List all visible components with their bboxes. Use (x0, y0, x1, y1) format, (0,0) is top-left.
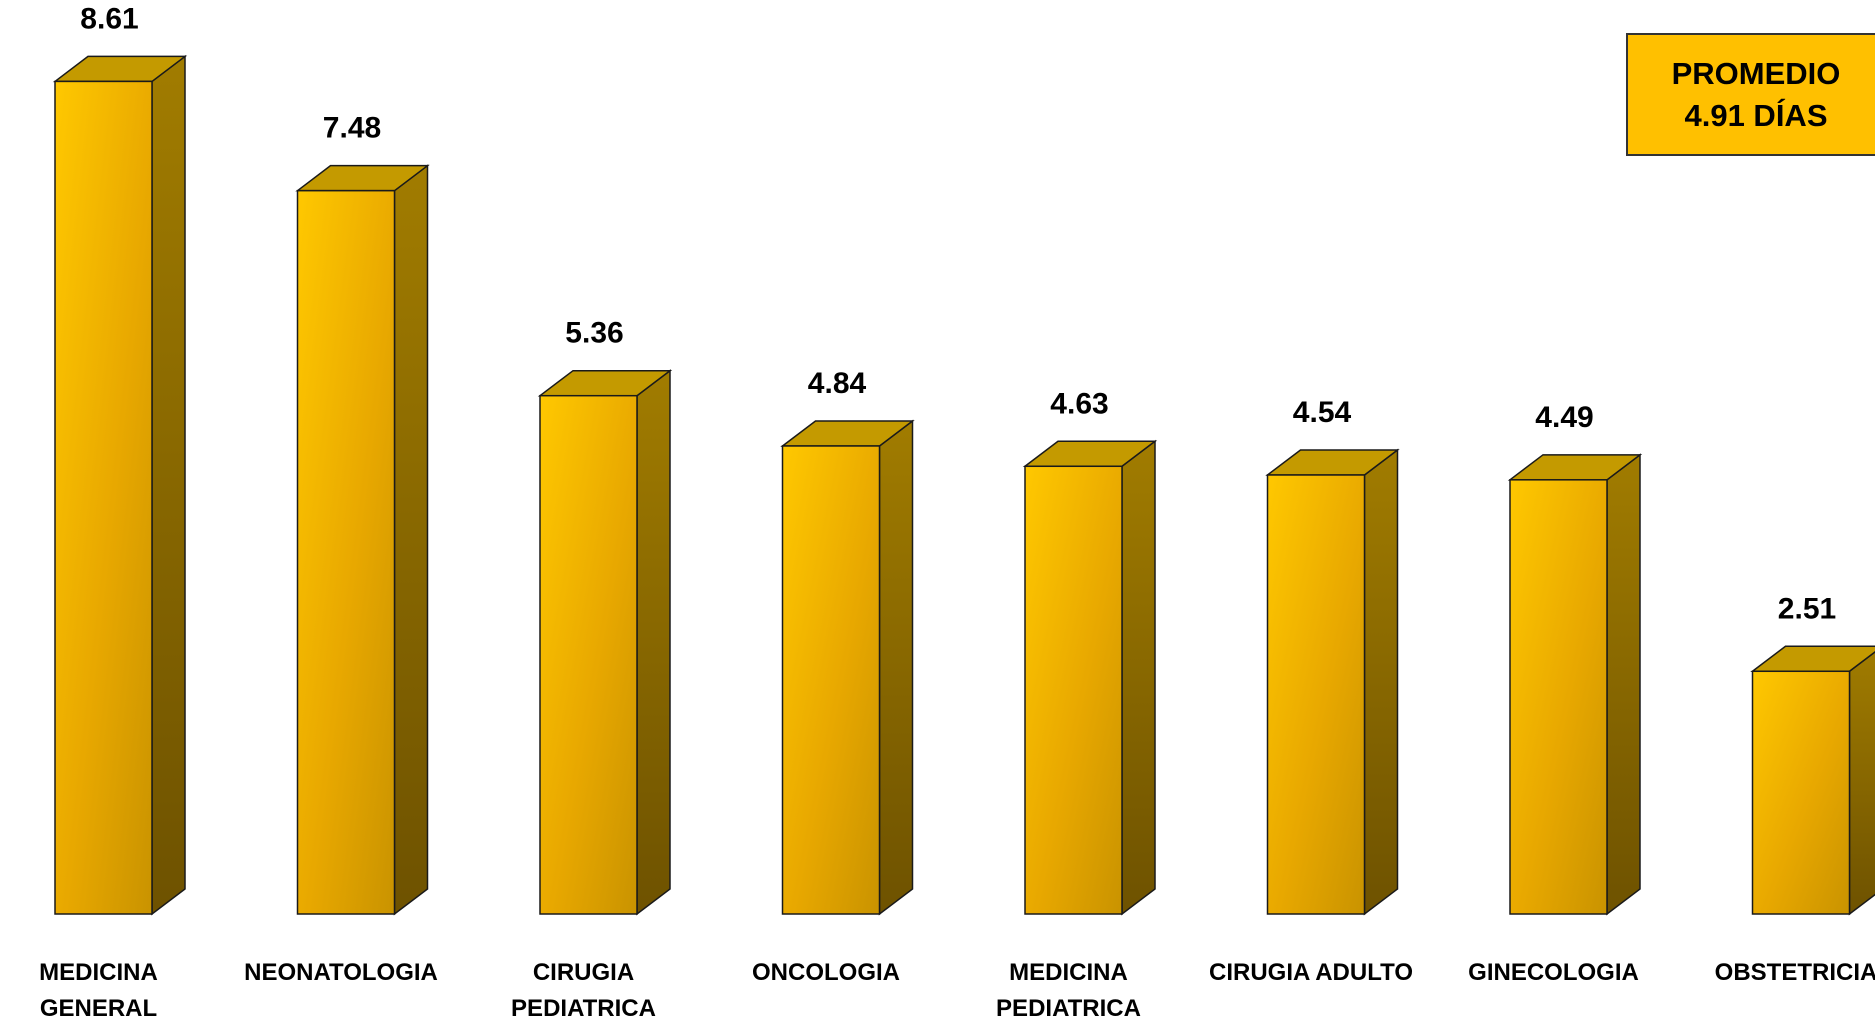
average-title: PROMEDIO (1671, 55, 1841, 91)
category-label: PEDIATRICA (511, 995, 656, 1020)
bar (1750, 645, 1875, 916)
bar-side-face (151, 54, 186, 916)
bar-front-face (781, 445, 881, 915)
bar (780, 419, 915, 916)
data-label: 8.61 (80, 2, 138, 35)
bar (1022, 439, 1158, 916)
category-label: CIRUGIA (533, 959, 634, 986)
data-label: 4.63 (1050, 387, 1108, 420)
data-label: 4.49 (1535, 401, 1593, 434)
bar-side-face (393, 164, 429, 916)
bar-front-face (54, 80, 153, 915)
data-label: 7.48 (323, 112, 381, 145)
bar (1265, 448, 1400, 916)
category-label: NEONATOLOGIA (244, 959, 438, 986)
data-label: 5.36 (565, 317, 623, 350)
average-value: 4.91 DÍAS (1684, 97, 1828, 133)
data-label: 4.54 (1293, 396, 1352, 429)
category-label: ONCOLOGIA (752, 959, 900, 986)
bar-side-face (1121, 439, 1156, 916)
bar (1507, 453, 1643, 916)
category-label: MEDICINA (39, 959, 158, 986)
average-box: PROMEDIO 4.91 DÍAS (1626, 33, 1875, 156)
data-label: 4.84 (808, 367, 867, 400)
category-label: CIRUGIA ADULTO (1209, 959, 1413, 986)
bar-front-face (539, 394, 638, 915)
bar-front-face (1266, 474, 1366, 915)
bar (52, 54, 188, 916)
bar-front-face (1509, 479, 1608, 915)
bars-layer (52, 54, 1875, 916)
bar-front-face (1751, 670, 1851, 915)
bar-side-face (636, 369, 671, 916)
bar-side-face (1363, 448, 1399, 916)
data-label: 2.51 (1778, 592, 1836, 625)
bar (295, 164, 430, 916)
category-label: GENERAL (40, 995, 157, 1020)
bar-side-face (1848, 651, 1875, 916)
bar-side-face (1606, 453, 1641, 916)
labels-layer: 8.61 MEDICINA GENERAL 7.48 NEONATOLOGIA 5.36 C… (39, 2, 1875, 1020)
category-label: PEDIATRICA (996, 995, 1141, 1020)
category-label: OBSTETRICIA (1715, 959, 1875, 986)
bar-front-face (1024, 465, 1123, 915)
bar-front-face (296, 189, 396, 915)
category-label: GINECOLOGIA (1468, 959, 1639, 986)
category-label: MEDICINA (1009, 959, 1128, 986)
bar (537, 369, 673, 916)
bar-side-face (878, 419, 914, 916)
